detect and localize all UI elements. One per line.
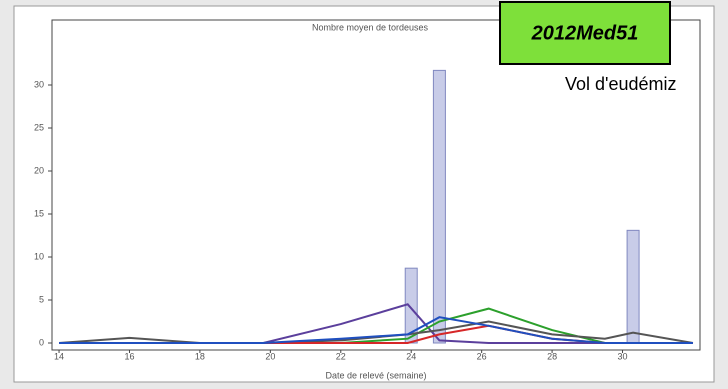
x-tick-label: 18 bbox=[195, 351, 205, 361]
y-tick-label: 15 bbox=[34, 208, 44, 218]
bar bbox=[626, 229, 640, 344]
annotation: Vol d'eudémiz bbox=[565, 74, 677, 94]
y-tick-label: 5 bbox=[39, 294, 44, 304]
y-tick-label: 10 bbox=[34, 251, 44, 261]
chart-title: Nombre moyen de tordeuses bbox=[312, 22, 429, 32]
x-tick-label: 30 bbox=[618, 351, 628, 361]
x-tick-label: 14 bbox=[54, 351, 64, 361]
bar bbox=[432, 69, 446, 344]
x-tick-label: 22 bbox=[336, 351, 346, 361]
annotation: 2012Med51 bbox=[531, 22, 639, 44]
x-tick-label: 16 bbox=[124, 351, 134, 361]
x-tick-label: 28 bbox=[547, 351, 557, 361]
x-tick-label: 24 bbox=[406, 351, 416, 361]
x-axis-title: Date de relevé (semaine) bbox=[325, 370, 426, 380]
y-tick-label: 0 bbox=[39, 337, 44, 347]
y-tick-label: 30 bbox=[34, 79, 44, 89]
y-tick-label: 20 bbox=[34, 165, 44, 175]
plot-frame bbox=[51, 19, 701, 351]
chart-frame bbox=[13, 5, 715, 383]
series-line bbox=[59, 316, 693, 344]
x-tick-label: 26 bbox=[477, 351, 487, 361]
annotation-box bbox=[499, 1, 671, 65]
y-tick-label: 25 bbox=[34, 122, 44, 132]
x-tick-label: 20 bbox=[265, 351, 275, 361]
